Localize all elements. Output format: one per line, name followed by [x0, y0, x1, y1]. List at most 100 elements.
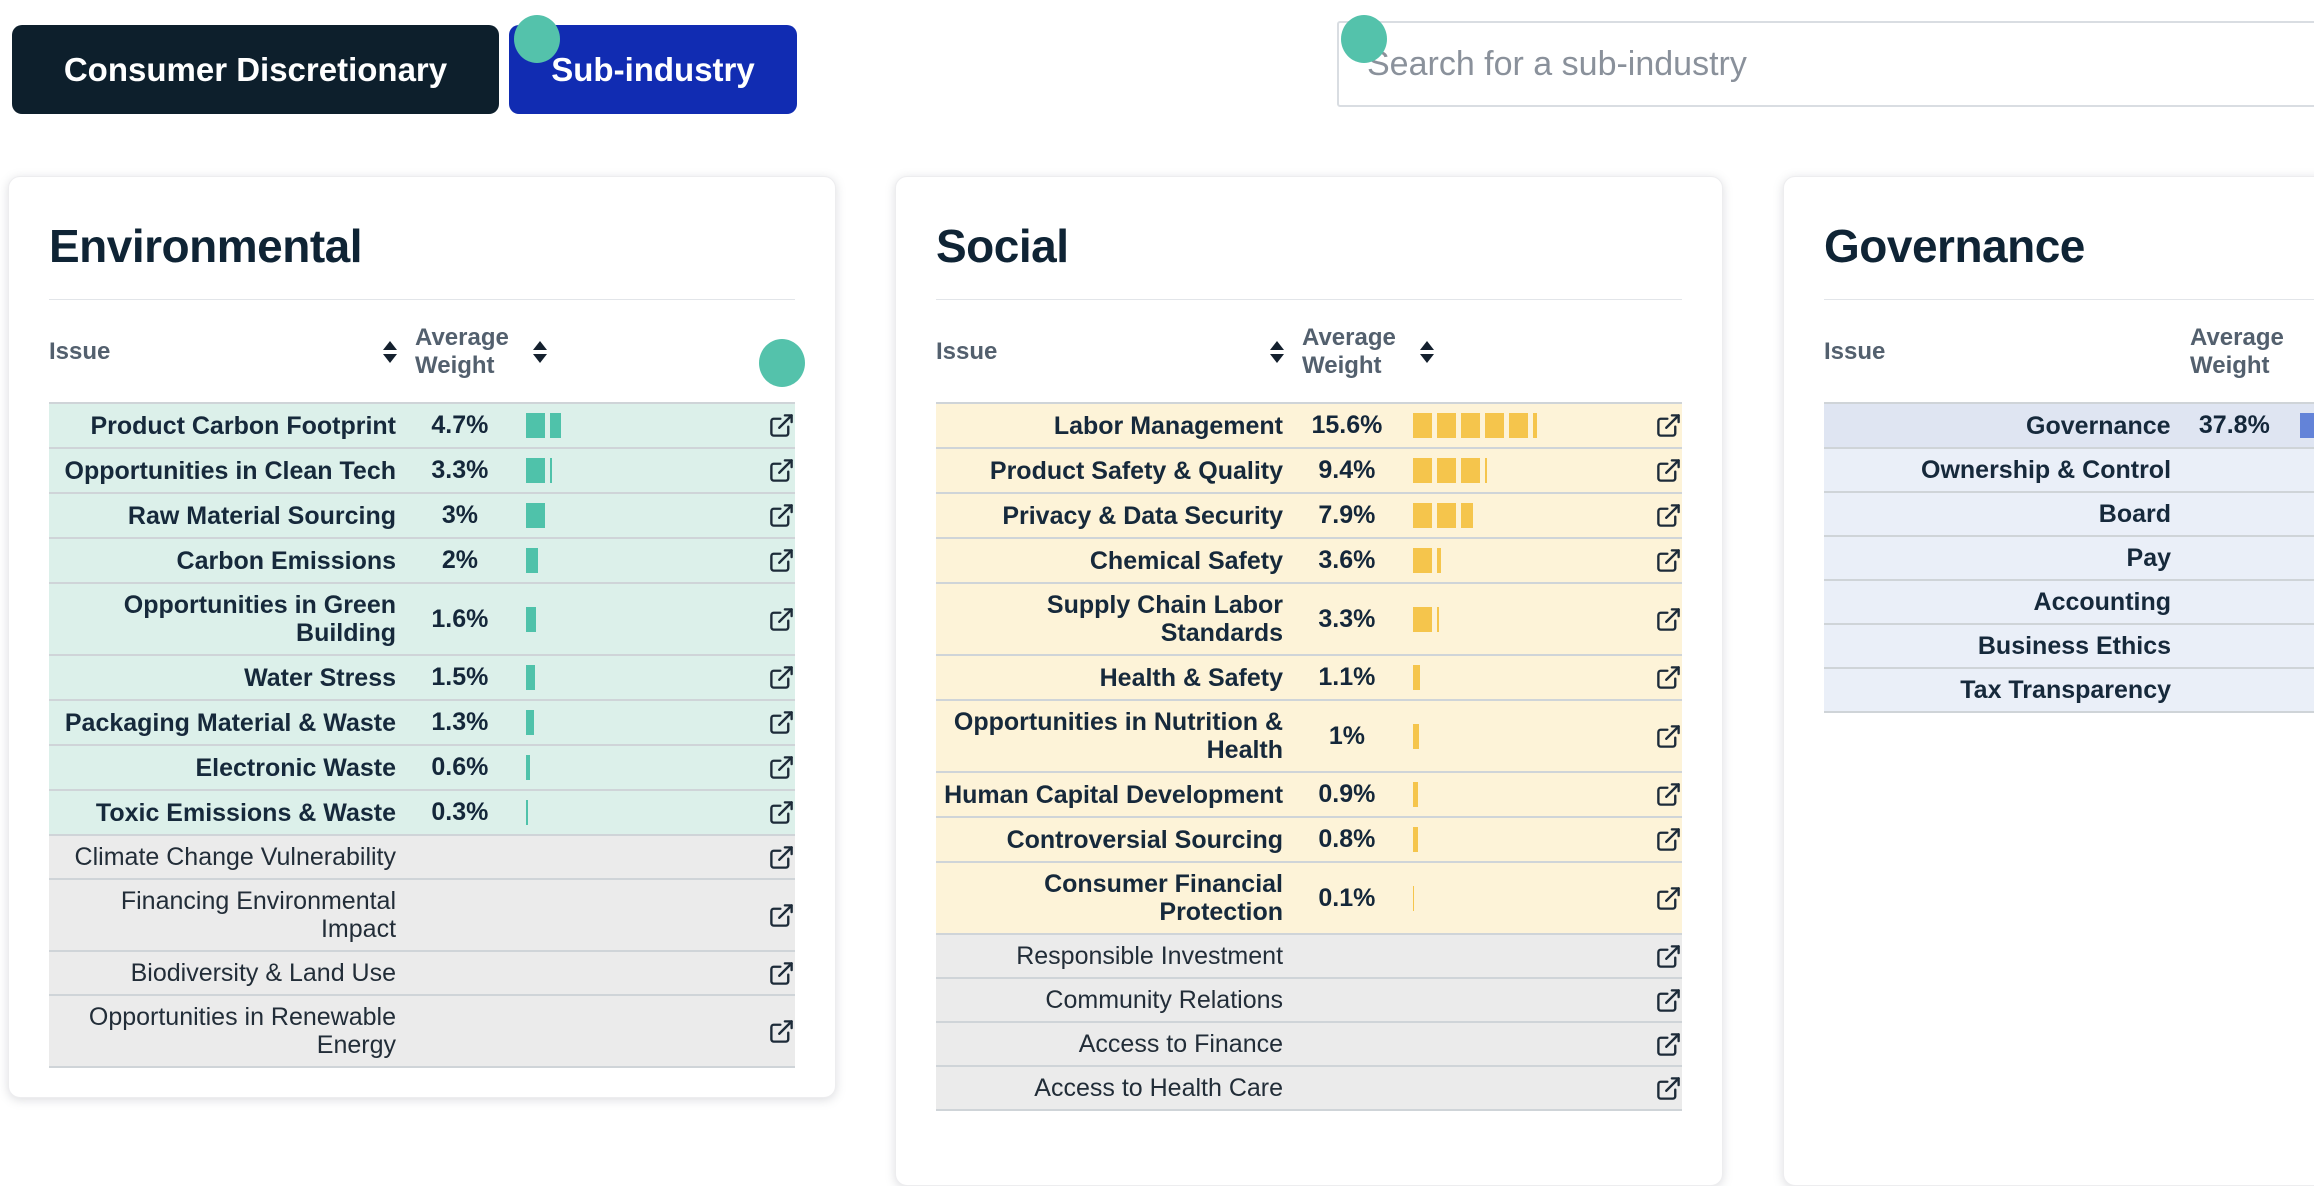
- external-link-icon: [770, 711, 793, 734]
- table-row: Carbon Emissions 2%: [49, 539, 795, 584]
- external-link-icon: [770, 845, 793, 869]
- external-link-button[interactable]: [755, 902, 795, 929]
- issue-label: Consumer Financial Protection: [1044, 870, 1284, 926]
- issues-table: Governance 37.8% Ownership & Control Boa…: [1824, 402, 2314, 713]
- external-link-button[interactable]: [1642, 987, 1682, 1014]
- weight-value: 1.1%: [1318, 663, 1376, 691]
- issue-label: Chemical Safety: [1089, 546, 1284, 575]
- weight-bar: [525, 710, 755, 735]
- external-link-button[interactable]: [1642, 502, 1682, 529]
- weight-bar: [525, 503, 755, 528]
- external-link-button[interactable]: [755, 799, 795, 826]
- external-link-button[interactable]: [1642, 885, 1682, 912]
- weight-bar: [1412, 413, 1642, 438]
- weight-bar: [1412, 548, 1642, 573]
- sort-weight-icon[interactable]: [533, 341, 547, 363]
- external-link-icon: [770, 607, 793, 631]
- issue-label: Health & Safety: [1099, 663, 1284, 692]
- weight-value: 0.9%: [1318, 780, 1376, 808]
- table-row: Controversial Sourcing 0.8%: [936, 818, 1682, 863]
- external-link-icon: [1657, 414, 1680, 437]
- external-link-icon: [1657, 1032, 1680, 1056]
- card-title: Governance: [1824, 220, 2085, 272]
- issue-label: Access to Health Care: [1034, 1074, 1284, 1102]
- external-link-button[interactable]: [1642, 723, 1682, 750]
- external-link-button[interactable]: [755, 960, 795, 987]
- issue-label: Water Stress: [244, 663, 397, 692]
- issue-label: Community Relations: [1045, 986, 1284, 1014]
- issue-label: Ownership & Control: [1921, 456, 2172, 484]
- sector-button[interactable]: Consumer Discretionary: [12, 25, 499, 114]
- external-link-button[interactable]: [755, 547, 795, 574]
- external-link-button[interactable]: [1642, 1075, 1682, 1102]
- external-link-button[interactable]: [1642, 547, 1682, 574]
- external-link-button[interactable]: [755, 502, 795, 529]
- external-link-button[interactable]: [1642, 826, 1682, 853]
- external-link-icon: [770, 549, 793, 572]
- sort-issue-icon[interactable]: [1270, 341, 1284, 363]
- external-link-button[interactable]: [1642, 943, 1682, 970]
- weight-bar: [525, 413, 755, 438]
- issue-label: Business Ethics: [1977, 632, 2172, 660]
- issue-label: Financing Environmental Impact: [120, 887, 397, 943]
- external-link-button[interactable]: [755, 1018, 795, 1045]
- weight-bar: [1412, 827, 1642, 852]
- table-row: Accounting: [1824, 581, 2314, 625]
- external-link-button[interactable]: [1642, 664, 1682, 691]
- weight-value: 7.9%: [1318, 501, 1376, 529]
- external-link-button[interactable]: [755, 412, 795, 439]
- external-link-button[interactable]: [755, 606, 795, 633]
- issue-label: Pay: [2126, 544, 2172, 572]
- external-link-button[interactable]: [1642, 781, 1682, 808]
- sort-weight-icon[interactable]: [1420, 341, 1434, 363]
- external-link-button[interactable]: [1642, 412, 1682, 439]
- weight-bar: [1412, 665, 1642, 690]
- table-row: Chemical Safety 3.6%: [936, 539, 1682, 584]
- weight-value: 37.8%: [2198, 411, 2270, 439]
- click-marker: [1341, 15, 1387, 63]
- external-link-button[interactable]: [755, 844, 795, 871]
- table-row: Human Capital Development 0.9%: [936, 773, 1682, 818]
- sort-issue-icon[interactable]: [383, 341, 397, 363]
- external-link-button[interactable]: [755, 709, 795, 736]
- issue-label: Accounting: [2033, 588, 2172, 616]
- sub-industry-search-input[interactable]: [1337, 21, 2314, 107]
- weight-bar: [525, 606, 755, 632]
- external-link-icon: [770, 801, 793, 824]
- table-header: Issue Average Weight: [936, 300, 1682, 402]
- external-link-icon: [770, 414, 793, 437]
- table-row: Toxic Emissions & Waste 0.3%: [49, 791, 795, 836]
- table-row: Health & Safety 1.1%: [936, 656, 1682, 701]
- external-link-button[interactable]: [755, 457, 795, 484]
- weight-value: 0.6%: [431, 753, 489, 781]
- issue-column-header: Issue: [49, 338, 111, 365]
- external-link-button[interactable]: [1642, 606, 1682, 633]
- issue-label: Tax Transparency: [1960, 676, 2172, 704]
- table-row: Opportunities in Nutrition & Health 1%: [936, 701, 1682, 773]
- issue-label: Human Capital Development: [944, 780, 1284, 809]
- table-row: Access to Finance: [936, 1023, 1682, 1067]
- issue-label: Privacy & Data Security: [1002, 501, 1284, 530]
- weight-column-header: Average Weight: [415, 324, 509, 379]
- external-link-button[interactable]: [1642, 1031, 1682, 1058]
- weight-column-header: Average Weight: [1302, 324, 1396, 379]
- divider: [1824, 299, 2314, 300]
- table-row: Product Safety & Quality 9.4%: [936, 449, 1682, 494]
- divider: [936, 299, 1682, 300]
- table-row: Electronic Waste 0.6%: [49, 746, 795, 791]
- table-header: Issue Average Weight: [49, 300, 795, 402]
- issue-label: Governance: [2026, 411, 2171, 440]
- click-marker: [514, 15, 560, 63]
- weight-value: 9.4%: [1318, 456, 1376, 484]
- weight-value: 3%: [441, 501, 478, 529]
- table-row: Tax Transparency: [1824, 669, 2314, 713]
- external-link-button[interactable]: [755, 754, 795, 781]
- issue-label: Raw Material Sourcing: [127, 501, 397, 530]
- external-link-button[interactable]: [755, 664, 795, 691]
- external-link-button[interactable]: [1642, 457, 1682, 484]
- weight-bar: [1412, 503, 1642, 528]
- weight-value: 1.3%: [431, 708, 489, 736]
- weight-bar: [1412, 723, 1642, 749]
- sub-industry-button[interactable]: Sub-industry: [509, 25, 797, 114]
- external-link-icon: [1657, 828, 1680, 851]
